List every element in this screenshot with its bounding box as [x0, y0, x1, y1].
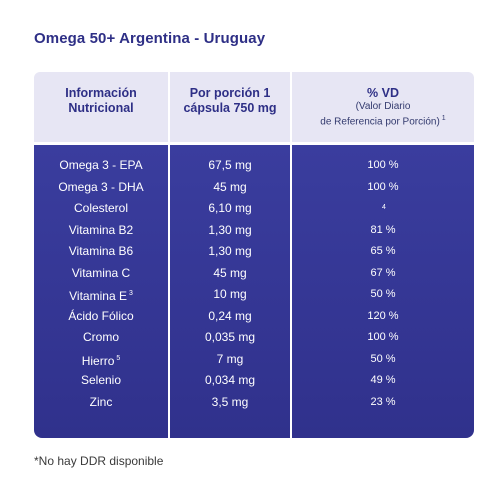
column-divider — [168, 72, 170, 438]
nutrient-amount: 3,5 mg — [211, 394, 249, 409]
table-row: Omega 3 - DHA 45 mg 100 % — [34, 177, 474, 197]
nutrient-name: Hierro 5 — [34, 349, 168, 371]
nutrient-name: Ácido Fólico — [34, 306, 168, 326]
table-row: Cromo 0,035 mg 100 % — [34, 327, 474, 347]
nutrient-vd-text: 50 % — [370, 288, 396, 300]
nutrient-name-text: Vitamina B2 — [68, 222, 134, 237]
nutrient-vd: 100 % — [292, 155, 474, 175]
nutrient-name: Selenio — [34, 370, 168, 390]
nutrient-name: Vitamina B2 — [34, 220, 168, 240]
nutrient-vd: 120 % — [292, 306, 474, 326]
nutrient-amount: 7 mg — [216, 351, 244, 366]
table-row: Omega 3 - EPA 67,5 mg 100 % — [34, 155, 474, 175]
header-per-serving: Por porción 1 cápsula 750 mg — [183, 86, 277, 115]
nutrient-vd: 100 % — [292, 177, 474, 197]
nutrient-name-text: Omega 3 - EPA — [59, 158, 143, 172]
nutrient-vd-text: 81 % — [370, 223, 396, 236]
nutrient-amount: 1,30 mg — [208, 244, 252, 258]
nutrient-amount: 0,034 mg — [204, 373, 256, 387]
table-row: Vitamina E 3 10 mg 50 % — [34, 284, 474, 304]
nutrient-amount: 0,24 mg — [208, 308, 252, 323]
header-nutrition-info: Información Nutricional — [65, 86, 137, 115]
table-row: Colesterol 6,10 mg 4 — [34, 198, 474, 218]
nutrient-vd-text: 100 % — [367, 180, 399, 193]
nutrient-name-text: Vitamina B6 — [68, 244, 134, 258]
nutrient-vd-text: 50 % — [370, 352, 396, 365]
nutrient-amount: 1,30 mg — [208, 222, 252, 237]
footnote: *No hay DDR disponible — [34, 454, 164, 468]
nutrient-name: Omega 3 - DHA — [34, 177, 168, 197]
table-header: Información Nutricional Por porción 1 cá… — [34, 72, 474, 142]
nutrient-amount: 10 mg — [213, 287, 247, 301]
nutrient-name: Omega 3 - EPA — [34, 155, 168, 175]
nutrient-vd-text: 49 % — [370, 374, 396, 386]
table-row: Hierro 5 7 mg 50 % — [34, 349, 474, 369]
nutrient-name: Vitamina C — [34, 263, 168, 283]
nutrient-name-text: Hierro — [81, 353, 115, 368]
nutrient-amount: 67,5 mg — [208, 158, 252, 172]
nutrient-name-text: Colesterol — [73, 201, 129, 215]
table-row: Vitamina B6 1,30 mg 65 % — [34, 241, 474, 261]
nutrient-name-text: Ácido Fólico — [68, 308, 134, 323]
nutrient-vd: 100 % — [292, 327, 474, 347]
nutrient-vd-text: 100 % — [367, 159, 399, 171]
header-vd-sub2: de Referencia por Porción) 1 — [292, 113, 474, 128]
column-divider — [290, 72, 292, 438]
table-row: Zinc 3,5 mg 23 % — [34, 392, 474, 412]
nutrient-name-text: Vitamina E — [69, 289, 127, 303]
nutrient-vd: 81 % — [292, 220, 474, 240]
nutrient-name-text: Cromo — [82, 330, 119, 344]
footnote-marker: 5 — [116, 354, 121, 362]
vd-footnote-marker: 4 — [382, 204, 386, 211]
nutrient-amount: 6,10 mg — [208, 201, 252, 215]
nutrient-vd: 50 % — [292, 284, 474, 304]
header-vd: % VD (Valor Diario de Referencia por Por… — [292, 86, 474, 128]
nutrient-vd-text: 100 % — [367, 331, 399, 343]
nutrient-amount: 45 mg — [213, 179, 247, 194]
table-body: Omega 3 - EPA 67,5 mg 100 % Omega 3 - DHA 45… — [34, 145, 474, 438]
nutrient-vd: 4 — [292, 198, 474, 221]
header-vd-sup: 1 — [441, 115, 446, 122]
nutrient-name: Colesterol — [34, 198, 168, 218]
nutrient-vd-text: 23 % — [370, 395, 396, 408]
nutrient-amount: 45 mg — [213, 265, 247, 280]
nutrient-vd: 49 % — [292, 370, 474, 390]
nutrient-vd-text: 67 % — [370, 266, 396, 279]
footnote-marker: 3 — [128, 290, 133, 297]
nutrient-name-text: Selenio — [80, 373, 122, 387]
nutrient-name: Vitamina B6 — [34, 241, 168, 261]
nutrition-table: Información Nutricional Por porción 1 cá… — [34, 72, 474, 438]
header-vd-main: % VD — [367, 86, 399, 100]
nutrient-vd-text: 65 % — [370, 245, 396, 257]
header-vd-sub1: (Valor Diario — [355, 101, 411, 112]
nutrient-vd: 67 % — [292, 263, 474, 283]
table-row: Vitamina B2 1,30 mg 81 % — [34, 220, 474, 240]
nutrient-vd-text: 120 % — [367, 309, 399, 322]
nutrient-vd: 23 % — [292, 392, 474, 412]
nutrient-name-text: Omega 3 - DHA — [58, 179, 144, 194]
header-vd-sub2-text: de Referencia por Porción) — [320, 116, 440, 128]
page-title: Omega 50+ Argentina - Uruguay — [34, 30, 266, 47]
nutrient-name: Zinc — [34, 392, 168, 412]
nutrient-vd: 65 % — [292, 241, 474, 261]
table-row: Vitamina C 45 mg 67 % — [34, 263, 474, 283]
nutrient-name-text: Zinc — [89, 394, 113, 409]
nutrient-name-text: Vitamina C — [71, 265, 131, 280]
table-row: Ácido Fólico 0,24 mg 120 % — [34, 306, 474, 326]
table-row: Selenio 0,034 mg 49 % — [34, 370, 474, 390]
nutrient-amount: 0,035 mg — [204, 330, 256, 344]
nutrient-name: Cromo — [34, 327, 168, 347]
nutrient-vd: 50 % — [292, 349, 474, 369]
